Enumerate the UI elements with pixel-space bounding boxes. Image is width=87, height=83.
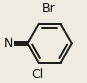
Text: Br: Br xyxy=(41,2,55,15)
Text: N: N xyxy=(3,37,13,50)
Text: Cl: Cl xyxy=(31,68,43,82)
